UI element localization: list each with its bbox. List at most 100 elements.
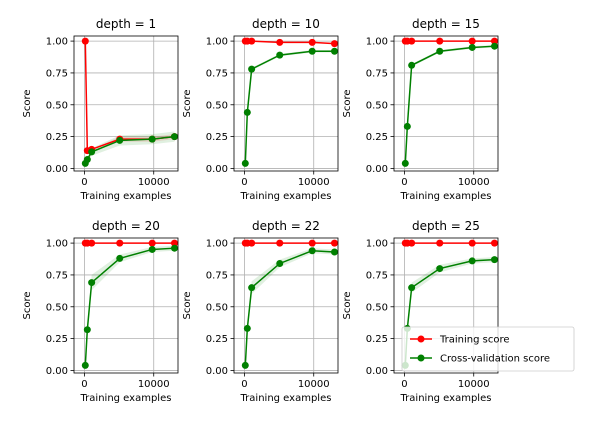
cv-score-point [248, 65, 256, 73]
train-score-point [116, 239, 124, 247]
y-tick-label: 0.25 [206, 334, 228, 345]
x-tick-label: 10000 [458, 177, 490, 188]
subplot-title: depth = 20 [92, 219, 160, 233]
y-tick-label: 1.00 [206, 37, 228, 48]
cv-band [245, 248, 335, 366]
train-score-point [330, 40, 338, 48]
y-axis-label: Score [342, 291, 353, 319]
cv-score-point [148, 135, 156, 143]
train-score-point [88, 239, 96, 247]
cv-score-point [116, 254, 124, 262]
axes-frame [233, 237, 339, 374]
cv-score-point [81, 361, 89, 369]
cv-score-line [404, 45, 495, 164]
legend-cv-marker [417, 354, 425, 362]
x-tick-label: 0 [241, 379, 247, 390]
cv-score-point [401, 159, 409, 167]
y-tick-label: 0.25 [46, 132, 68, 143]
y-tick-label: 0.50 [206, 302, 228, 313]
y-axis-label: Score [182, 291, 193, 319]
cv-score-point [276, 51, 284, 59]
x-tick-label: 10000 [298, 177, 330, 188]
train-score-point [490, 239, 498, 247]
cv-score-point [170, 244, 178, 252]
y-tick-label: 0.50 [46, 302, 68, 313]
x-tick-label: 0 [81, 177, 87, 188]
train-score-point [468, 37, 476, 45]
subplot-title: depth = 22 [252, 219, 320, 233]
cv-score-point [148, 245, 156, 253]
y-tick-label: 0.75 [46, 68, 68, 79]
train-score-point [276, 38, 284, 46]
subplot-title: depth = 10 [252, 17, 320, 31]
train-score-point [148, 239, 156, 247]
legend-train-marker [417, 335, 425, 343]
subplot-5: 0.00 0.25 0.50 0.75 1.00 0 10000 Training examp… [182, 219, 339, 404]
y-tick-label: 0.00 [46, 366, 68, 377]
x-tick-label: 10000 [138, 379, 170, 390]
x-tick-label: 0 [401, 177, 407, 188]
cv-score-line [244, 50, 335, 164]
y-tick-label: 0.75 [206, 270, 228, 281]
x-axis-label: Training examples [240, 393, 332, 404]
y-tick-label: 0.25 [206, 132, 228, 143]
subplot-title: depth = 25 [412, 219, 480, 233]
legend-box [401, 326, 575, 372]
x-tick-label: 0 [241, 177, 247, 188]
subplot-title: depth = 15 [412, 17, 480, 31]
train-score-point [276, 239, 284, 247]
axes-frame [73, 237, 179, 374]
y-axis-label: Score [182, 89, 193, 117]
subplot-grid: 0.00 0.25 0.50 0.75 1.00 0 10000 Training examp… [22, 17, 499, 404]
axes-frame [393, 35, 499, 172]
train-score-point [408, 239, 416, 247]
train-score-point [468, 239, 476, 247]
axes-frame [393, 237, 499, 374]
cv-score-point [83, 326, 91, 334]
y-tick-label: 0.50 [366, 302, 388, 313]
y-tick-label: 0.00 [366, 366, 388, 377]
y-tick-label: 0.00 [206, 164, 228, 175]
cv-score-point [308, 47, 316, 55]
cv-score-point [83, 156, 91, 164]
cv-score-point [468, 257, 476, 265]
y-tick-label: 0.00 [206, 366, 228, 377]
train-band [85, 41, 175, 151]
x-axis-label: Training examples [400, 393, 492, 404]
cv-score-point [170, 133, 178, 141]
x-tick-label: 10000 [298, 379, 330, 390]
y-tick-label: 0.00 [46, 164, 68, 175]
cv-score-point [490, 42, 498, 50]
train-score-point [248, 239, 256, 247]
x-tick-label: 10000 [138, 177, 170, 188]
cv-score-point [308, 247, 316, 255]
train-score-point [170, 239, 178, 247]
y-tick-label: 0.75 [206, 68, 228, 79]
train-score-point [308, 239, 316, 247]
cv-score-point [408, 284, 416, 292]
train-score-point [248, 37, 256, 45]
y-tick-label: 0.50 [366, 100, 388, 111]
cv-score-point [88, 279, 96, 287]
subplot-3: 0.00 0.25 0.50 0.75 1.00 0 10000 Training examp… [342, 17, 499, 202]
y-tick-label: 1.00 [366, 37, 388, 48]
legend: Training score Cross-validation score [401, 326, 575, 372]
cv-score-point [436, 265, 444, 273]
y-axis-label: Score [22, 291, 33, 319]
x-tick-label: 0 [81, 379, 87, 390]
cv-score-point [436, 47, 444, 55]
y-tick-label: 0.75 [366, 270, 388, 281]
y-tick-label: 0.50 [46, 100, 68, 111]
cv-score-point [116, 136, 124, 144]
legend-cv-label: Cross-validation score [440, 354, 550, 365]
x-axis-label: Training examples [400, 191, 492, 202]
cv-score-point [403, 122, 411, 130]
cv-score-point [408, 61, 416, 69]
train-score-point [490, 37, 498, 45]
x-axis-label: Training examples [80, 393, 172, 404]
y-tick-label: 0.25 [366, 334, 388, 345]
y-tick-label: 0.25 [366, 132, 388, 143]
axes-frame [73, 35, 179, 172]
y-tick-label: 1.00 [366, 239, 388, 250]
